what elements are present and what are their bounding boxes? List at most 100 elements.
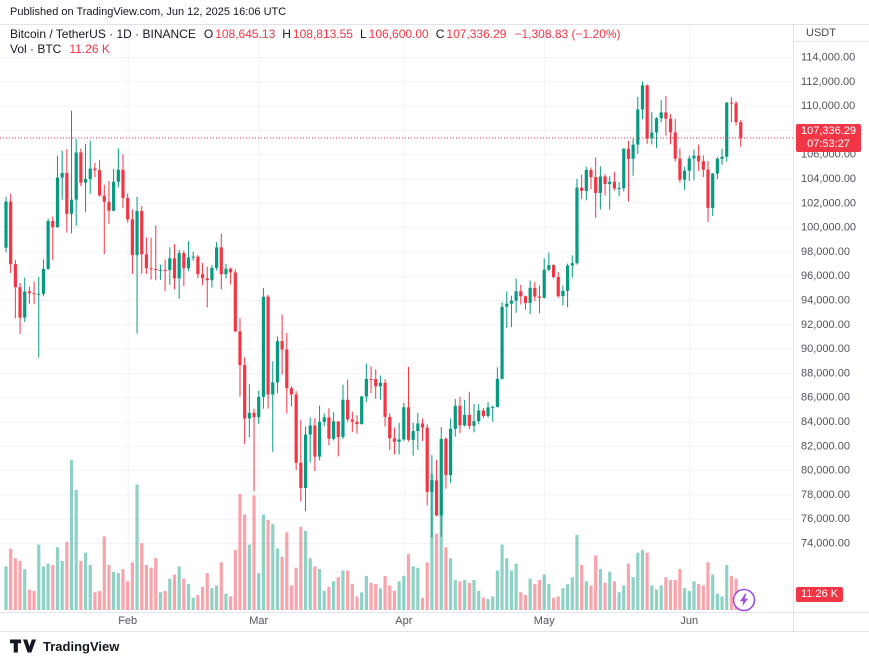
price-tick-label: 102,000.00 — [801, 197, 856, 209]
volume-bar — [514, 563, 518, 610]
price-axis-labels[interactable]: 114,000.00112,000.00110,000.00108,000.00… — [801, 52, 856, 550]
volume-bar — [191, 597, 195, 610]
volume-bar — [397, 581, 401, 610]
volume-bar — [102, 536, 106, 610]
candle-body — [598, 176, 602, 193]
candle-body — [60, 173, 64, 178]
volume-bar — [420, 597, 425, 610]
time-tick-label: Mar — [249, 615, 268, 627]
candle-body — [397, 439, 401, 442]
candle-body — [589, 169, 593, 178]
volume-bar — [406, 554, 411, 610]
axis-separators — [0, 24, 869, 632]
candle-body — [126, 197, 130, 220]
candle-body — [528, 287, 532, 304]
volume-bar — [93, 592, 97, 610]
volume-bar — [9, 548, 13, 610]
candle-body — [98, 170, 102, 196]
volume-bar — [392, 590, 397, 610]
candle-body — [411, 431, 415, 440]
candle-body — [575, 187, 579, 264]
volume-bar — [664, 577, 668, 610]
volume-bar — [640, 550, 645, 610]
candle-body — [580, 187, 584, 192]
volume-bar — [69, 460, 74, 610]
volume-bar — [472, 580, 476, 610]
volume-bar — [364, 575, 368, 610]
chart-canvas[interactable]: 114,000.00112,000.00110,000.00108,000.00… — [0, 24, 869, 632]
candle-body — [41, 268, 46, 294]
volume-bar — [589, 585, 593, 610]
volume-bar — [439, 494, 443, 610]
candle-body — [79, 152, 83, 183]
candle-body — [116, 169, 120, 182]
volume-bar — [247, 544, 251, 610]
candle-body — [74, 152, 78, 200]
volume-bar — [13, 558, 17, 610]
volume-bar — [612, 581, 616, 610]
volume-bar — [575, 535, 579, 610]
volume-bar — [135, 484, 139, 610]
symbol-title[interactable]: Bitcoin / TetherUS · 1D · BINANCE — [10, 27, 196, 41]
volume-bar — [692, 581, 696, 610]
candle-body — [645, 85, 649, 139]
price-tick-label: 86,000.00 — [801, 392, 850, 404]
volume-bar — [626, 563, 631, 610]
price-axis-currency[interactable]: USDT — [806, 27, 836, 39]
candle-body — [500, 306, 504, 379]
candle-body — [594, 177, 598, 193]
candle-body — [449, 428, 453, 476]
candle-body — [37, 293, 41, 295]
candle-body — [729, 102, 733, 104]
time-axis-labels[interactable]: Feb Mar Apr May Jun — [118, 615, 698, 627]
legend-row-volume: Vol · BTC 11.26 K — [10, 42, 621, 57]
volume-bar — [341, 570, 345, 610]
footer-brand[interactable]: TradingView — [43, 638, 120, 654]
candle-body — [547, 265, 551, 270]
volume-bar — [346, 570, 350, 610]
candle-body — [51, 221, 55, 228]
candle-body — [168, 258, 172, 270]
candle-body — [622, 148, 626, 189]
volume-bar — [434, 533, 439, 610]
candle-body — [406, 407, 411, 440]
candle-body — [631, 144, 635, 159]
volume-bar — [481, 597, 485, 610]
candle-body — [210, 267, 214, 281]
candle-body — [416, 423, 420, 432]
volume-bar — [603, 582, 607, 610]
candle-body — [683, 170, 687, 180]
candle-body — [65, 173, 69, 214]
volume-bar — [163, 590, 167, 610]
price-tick-label: 104,000.00 — [801, 173, 856, 185]
candle-body — [664, 112, 668, 119]
candle-body — [346, 399, 350, 420]
candle-body — [668, 118, 673, 133]
candle-body — [692, 155, 696, 159]
volume-bar — [580, 565, 584, 610]
candle-body — [144, 254, 148, 269]
tradingview-logo-icon[interactable] — [10, 639, 36, 653]
volume-bar — [65, 541, 69, 610]
volume-bar — [594, 555, 598, 610]
chart-area[interactable]: 114,000.00112,000.00110,000.00108,000.00… — [0, 24, 869, 632]
candle-body — [158, 269, 163, 271]
price-tick-label: 112,000.00 — [801, 76, 855, 88]
volume-bar — [523, 595, 528, 610]
boost-button[interactable] — [732, 588, 756, 612]
candle-body — [252, 412, 256, 418]
volume-bar — [275, 548, 280, 610]
candle-body — [481, 410, 485, 417]
published-bar: Published on TradingView.com, Jun 12, 20… — [0, 0, 869, 24]
candle-body — [453, 405, 457, 429]
volume-bar — [46, 563, 50, 610]
candle-body — [224, 268, 228, 275]
candle-body — [402, 407, 406, 440]
volume-bar — [673, 580, 677, 610]
candle-body — [556, 277, 560, 297]
candle-body — [266, 296, 270, 395]
candle-body — [229, 268, 233, 273]
volume-bar — [23, 569, 27, 610]
candle-body — [697, 155, 701, 162]
volume-bar — [168, 578, 172, 610]
